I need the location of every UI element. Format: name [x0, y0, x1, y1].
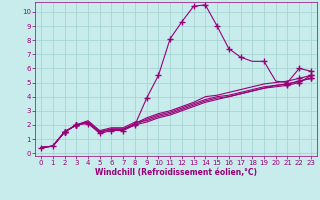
X-axis label: Windchill (Refroidissement éolien,°C): Windchill (Refroidissement éolien,°C) [95, 168, 257, 177]
